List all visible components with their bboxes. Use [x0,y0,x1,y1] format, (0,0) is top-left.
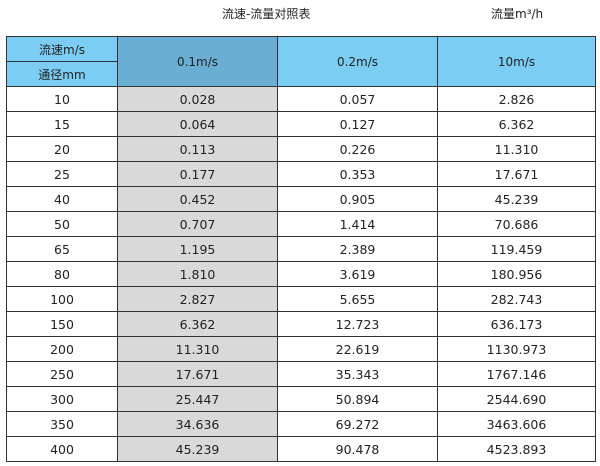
flow-cell: 17.671 [437,161,596,187]
diameter-cell: 350 [6,411,118,437]
flow-cell: 2544.690 [437,386,596,412]
flow-cell: 50.894 [277,386,438,412]
flow-cell: 1.195 [117,236,278,262]
table-row: 100 2.827 5.655 282.743 [6,286,596,312]
table-row: 15 0.064 0.127 6.362 [6,111,596,137]
flow-cell: 282.743 [437,286,596,312]
table-row: 400 45.239 90.478 4523.893 [6,436,596,462]
table-title: 流速-流量对照表 [222,7,311,21]
flow-cell: 12.723 [277,311,438,337]
flow-cell: 0.452 [117,186,278,212]
column-header: 10m/s [437,36,596,87]
flow-cell: 1.810 [117,261,278,287]
flow-cell: 3.619 [277,261,438,287]
flow-cell: 22.619 [277,336,438,362]
table-row: 65 1.195 2.389 119.459 [6,236,596,262]
flow-cell: 34.636 [117,411,278,437]
flow-cell: 69.272 [277,411,438,437]
flow-cell: 1767.146 [437,361,596,387]
diameter-cell: 20 [6,136,118,162]
diameter-cell: 400 [6,436,118,462]
flow-cell: 0.226 [277,136,438,162]
flow-cell: 1130.973 [437,336,596,362]
table-row: 200 11.310 22.619 1130.973 [6,336,596,362]
flow-cell: 0.905 [277,186,438,212]
flow-cell: 11.310 [437,136,596,162]
flow-unit-label: 流量m³/h [491,7,544,21]
table-row: 300 25.447 50.894 2544.690 [6,386,596,412]
diameter-cell: 80 [6,261,118,287]
flow-cell: 70.686 [437,211,596,237]
flow-cell: 11.310 [117,336,278,362]
flow-cell: 0.353 [277,161,438,187]
diameter-cell: 100 [6,286,118,312]
diameter-cell: 150 [6,311,118,337]
flow-cell: 2.389 [277,236,438,262]
diameter-cell: 25 [6,161,118,187]
velocity-flow-table: 流速m/s 0.1m/s 0.2m/s 10m/s 通径mm 10 0.028 0.… [6,36,596,462]
diameter-cell: 65 [6,236,118,262]
table-row: 50 0.707 1.414 70.686 [6,211,596,237]
flow-cell: 5.655 [277,286,438,312]
flow-cell: 180.956 [437,261,596,287]
diameter-header: 通径mm [6,61,118,87]
flow-cell: 25.447 [117,386,278,412]
flow-cell: 0.707 [117,211,278,237]
flow-cell: 636.173 [437,311,596,337]
flow-cell: 6.362 [117,311,278,337]
diameter-cell: 200 [6,336,118,362]
table-row: 150 6.362 12.723 636.173 [6,311,596,337]
diameter-cell: 300 [6,386,118,412]
flow-cell: 90.478 [277,436,438,462]
table-row: 350 34.636 69.272 3463.606 [6,411,596,437]
flow-cell: 0.127 [277,111,438,137]
flow-cell: 1.414 [277,211,438,237]
velocity-header: 流速m/s [6,36,118,62]
diameter-cell: 50 [6,211,118,237]
table-row: 20 0.113 0.226 11.310 [6,136,596,162]
flow-cell: 0.113 [117,136,278,162]
column-header: 0.1m/s [117,36,278,87]
flow-cell: 0.064 [117,111,278,137]
diameter-cell: 250 [6,361,118,387]
table-row: 40 0.452 0.905 45.239 [6,186,596,212]
column-header: 0.2m/s [277,36,438,87]
flow-cell: 0.028 [117,86,278,112]
diameter-cell: 10 [6,86,118,112]
flow-cell: 3463.606 [437,411,596,437]
flow-cell: 119.459 [437,236,596,262]
table-row: 10 0.028 0.057 2.826 [6,86,596,112]
flow-cell: 2.826 [437,86,596,112]
flow-cell: 17.671 [117,361,278,387]
diameter-cell: 15 [6,111,118,137]
flow-cell: 4523.893 [437,436,596,462]
flow-cell: 0.057 [277,86,438,112]
flow-cell: 0.177 [117,161,278,187]
table-row: 25 0.177 0.353 17.671 [6,161,596,187]
flow-cell: 45.239 [437,186,596,212]
flow-cell: 2.827 [117,286,278,312]
table-row: 80 1.810 3.619 180.956 [6,261,596,287]
diameter-cell: 40 [6,186,118,212]
flow-cell: 6.362 [437,111,596,137]
table-row: 250 17.671 35.343 1767.146 [6,361,596,387]
flow-cell: 45.239 [117,436,278,462]
flow-cell: 35.343 [277,361,438,387]
